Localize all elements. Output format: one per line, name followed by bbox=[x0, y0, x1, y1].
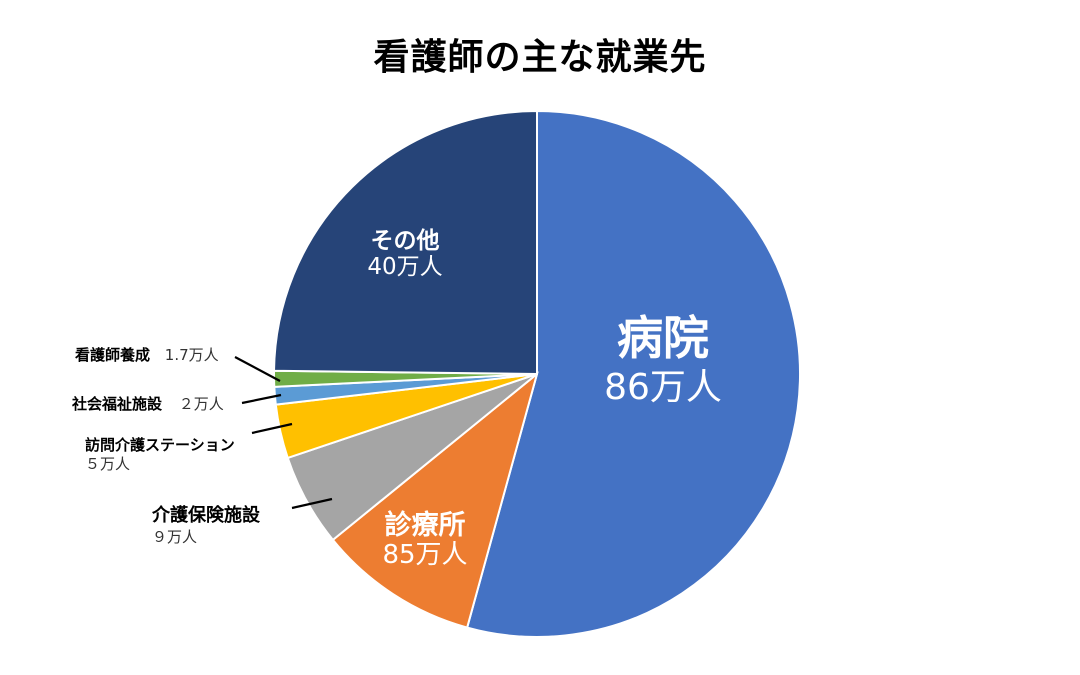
label-welfare-value: ２万人 bbox=[178, 395, 224, 413]
leader-line-welfare bbox=[241, 393, 282, 405]
label-hospital-value: 86万人 bbox=[604, 366, 722, 408]
pie-slice bbox=[273, 109, 538, 376]
leader-line-education bbox=[234, 356, 281, 382]
label-welfare-name: 社会福祉施設 bbox=[72, 395, 163, 413]
label-care-facility: 介護保険施設 ９万人 bbox=[152, 505, 260, 546]
label-clinic-name: 診療所 bbox=[384, 510, 466, 541]
label-home-nursing-value: ５万人 bbox=[85, 455, 131, 474]
label-home-nursing-name: 訪問介護ステーション bbox=[85, 436, 235, 454]
label-other: その他 40万人 bbox=[350, 228, 460, 281]
label-other-name: その他 bbox=[370, 228, 440, 254]
label-care-facility-name: 介護保険施設 bbox=[152, 505, 260, 526]
label-education: 看護師養成 1.7万人 bbox=[75, 346, 219, 364]
pie-slice bbox=[465, 109, 801, 638]
label-care-facility-value: ９万人 bbox=[152, 527, 198, 546]
leader-line-home-nursing bbox=[251, 422, 293, 435]
chart-title: 看護師の主な就業先 bbox=[373, 37, 707, 78]
pie-slices bbox=[273, 109, 801, 638]
label-clinic-value: 85万人 bbox=[382, 540, 468, 571]
label-education-value: 1.7万人 bbox=[164, 346, 219, 364]
leader-line-care-facility bbox=[291, 497, 333, 510]
pie-slice bbox=[331, 371, 539, 629]
label-other-value: 40万人 bbox=[367, 254, 443, 281]
leader-lines bbox=[234, 356, 333, 510]
label-welfare: 社会福祉施設 ２万人 bbox=[72, 395, 224, 413]
label-clinic: 診療所 85万人 bbox=[370, 510, 480, 571]
label-hospital-name: 病院 bbox=[617, 311, 709, 365]
label-hospital: 病院 86万人 bbox=[598, 312, 728, 408]
label-home-nursing: 訪問介護ステーション ５万人 bbox=[85, 436, 235, 474]
label-education-name: 看護師養成 bbox=[75, 346, 151, 364]
